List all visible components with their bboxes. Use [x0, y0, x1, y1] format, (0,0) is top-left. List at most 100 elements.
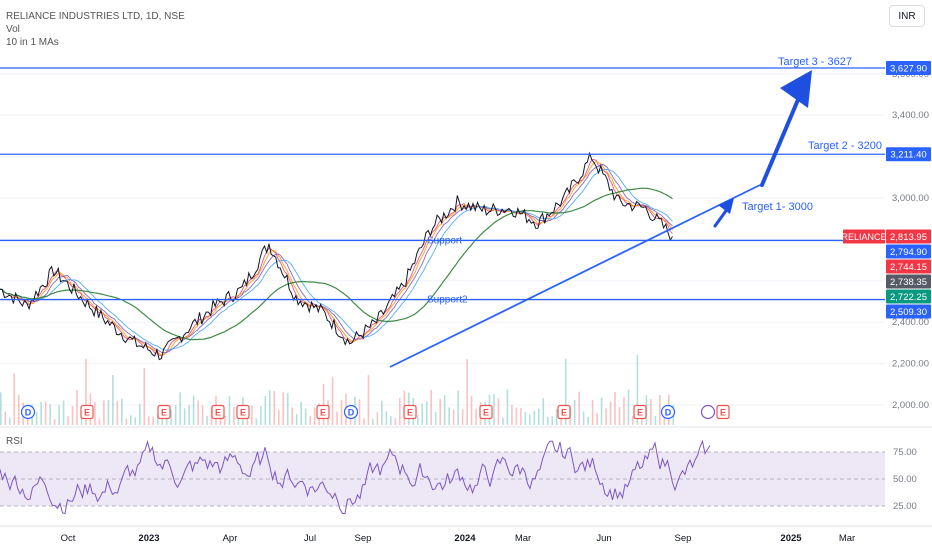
time-tick-label-7: Jun	[596, 533, 611, 544]
price-label-3: 2,794.90	[890, 247, 927, 258]
event-marker-dividend[interactable]	[343, 404, 359, 420]
event-marker-earnings[interactable]	[716, 404, 730, 420]
grid	[0, 73, 932, 527]
event-marker-earnings[interactable]	[633, 404, 647, 420]
volume-bar	[493, 393, 495, 425]
volume-bar	[53, 418, 56, 425]
event-marker-letter: D	[25, 408, 32, 418]
target-arrow-large-head[interactable]	[780, 70, 812, 108]
event-marker-dividend[interactable]	[20, 404, 36, 420]
volume-bar	[520, 408, 522, 425]
event-marker-earnings[interactable]	[316, 404, 330, 420]
volume-bar	[8, 417, 11, 425]
horizontal-levels[interactable]: Support Support2	[0, 67, 885, 306]
lightning-icon[interactable]	[700, 404, 716, 420]
trendline-line[interactable]	[389, 184, 761, 368]
volume-bar	[663, 415, 666, 425]
event-marker-letter: E	[720, 408, 726, 418]
volume-bar	[58, 405, 60, 425]
volume-bar	[457, 390, 459, 425]
time-tick-label-3: Jul	[304, 533, 316, 544]
price-tick-label-2: 2,400.00	[892, 317, 929, 328]
volume-bar	[421, 403, 424, 425]
time-tick-label-2: Apr	[223, 533, 238, 544]
price-tick-label-0: 2,000.00	[892, 400, 929, 411]
volume-bar	[331, 376, 334, 425]
trendline[interactable]	[389, 184, 761, 368]
event-marker-letter: E	[161, 408, 167, 418]
legend-title[interactable]: RELIANCE INDUSTRIES LTD, 1D, NSE	[6, 11, 185, 22]
volume-bar	[62, 400, 65, 425]
event-marker-earnings[interactable]	[157, 404, 171, 420]
volume-bar	[430, 389, 432, 425]
currency-button[interactable]: INR	[889, 5, 925, 27]
price-label-5: 2,738.35	[890, 277, 927, 288]
event-marker-letter: E	[561, 408, 567, 418]
volume-bar	[246, 418, 249, 425]
event-marker-earnings[interactable]	[236, 404, 250, 420]
volume-bar	[497, 398, 500, 425]
rsi-series	[0, 439, 711, 515]
volume-bar	[390, 416, 392, 425]
volume-bar	[591, 399, 594, 425]
legend-mas[interactable]: 10 in 1 MAs	[6, 37, 59, 48]
price-label-6: 2,722.25	[890, 292, 927, 303]
time-tick-label-5: 2024	[454, 533, 476, 544]
volume-bar	[179, 392, 181, 425]
price-tick-label-1: 2,200.00	[892, 359, 929, 370]
volume-bar	[188, 405, 190, 425]
target-arrow-small-head[interactable]	[718, 198, 734, 214]
volume-bar	[367, 375, 370, 425]
volume-bar	[632, 416, 634, 425]
volume-bar	[560, 416, 563, 425]
price-labels: 3,627.90 3,211.40 2,813.95 2,794.90 2,744.15…	[841, 61, 931, 319]
chart-legend: RELIANCE INDUSTRIES LTD, 1D, NSE Vol 10 …	[6, 10, 185, 49]
volume-bar	[372, 418, 374, 425]
event-marker-earnings[interactable]	[211, 404, 225, 420]
event-marker-letter: E	[483, 408, 489, 418]
volume-bar	[260, 406, 262, 425]
target-arrows[interactable]	[713, 70, 812, 228]
volume-bar	[138, 404, 141, 425]
price-line	[0, 151, 673, 361]
volume-bar	[49, 404, 51, 425]
time-axis[interactable]: Oct 2023 Apr Jul Sep 2024 Mar Jun Sep 2025 Mar	[61, 533, 856, 544]
volume-bar	[130, 415, 132, 425]
event-marker-earnings[interactable]	[557, 404, 571, 420]
moving-averages	[0, 159, 673, 357]
volume-bar	[538, 408, 540, 425]
event-marker-earnings[interactable]	[80, 404, 94, 420]
event-marker-earnings[interactable]	[479, 404, 493, 420]
annotation-1: Target 3 - 3627	[778, 56, 852, 68]
price-series	[0, 151, 673, 361]
time-tick-label-6: Mar	[515, 533, 531, 544]
price-label-box-1	[886, 147, 931, 162]
volume-bar	[542, 398, 545, 425]
event-marker-letter: E	[240, 408, 246, 418]
rsi-tick-label-1: 50.00	[893, 474, 917, 485]
volume-bar	[399, 397, 401, 425]
rsi-title[interactable]: RSI	[6, 436, 23, 447]
volume-bar	[618, 407, 621, 425]
volume-bar	[134, 417, 137, 425]
volume-bar	[85, 358, 87, 425]
event-marker-letter: D	[348, 408, 355, 418]
volume-bar	[152, 416, 155, 425]
event-marker-earnings[interactable]	[403, 404, 417, 420]
event-marker-dividend[interactable]	[660, 404, 676, 420]
volume-bar	[13, 373, 16, 425]
volume-bar	[654, 416, 657, 425]
target-arrow-small-shaft[interactable]	[713, 206, 730, 228]
volume-bar	[609, 401, 612, 425]
volume-bar	[636, 354, 639, 425]
price-label-box-2	[886, 229, 931, 244]
rsi-tick-label-2: 25.00	[893, 501, 917, 512]
ma-line-3	[0, 169, 673, 351]
symbol-label: RELIANCE	[841, 232, 886, 242]
target-arrow-large-shaft[interactable]	[760, 93, 802, 187]
volume-bar	[466, 359, 468, 425]
volume-bar	[35, 411, 38, 425]
legend-vol[interactable]: Vol	[6, 24, 20, 35]
